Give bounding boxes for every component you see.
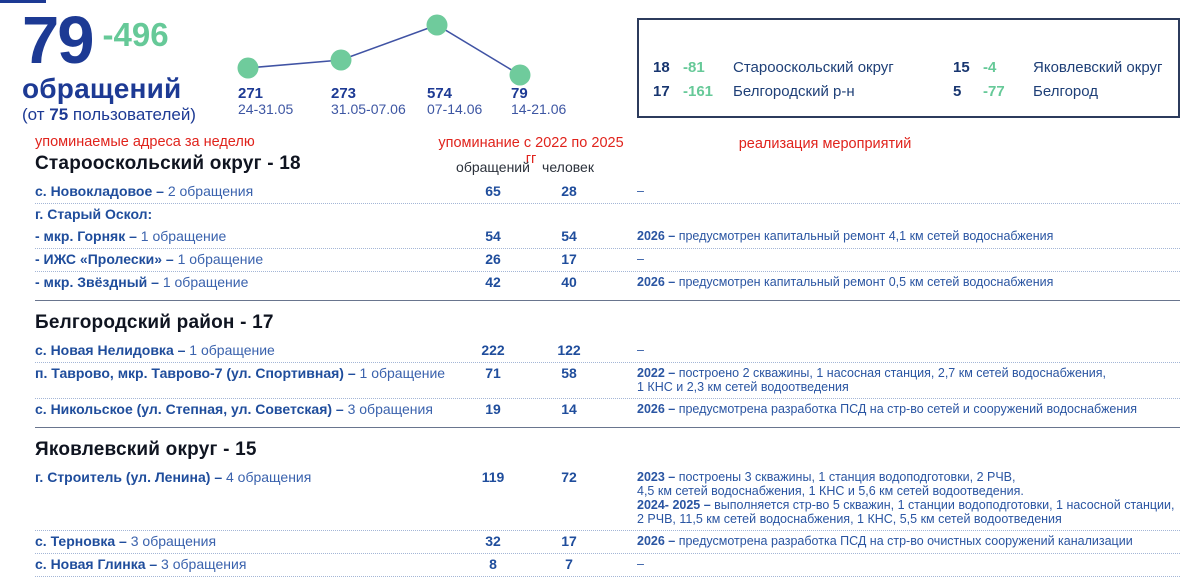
- table-row: г. Строитель (ул. Ленина) – 4 обращения …: [35, 467, 1180, 531]
- table-body: Старооскольский округ - 18 с. Новокладов…: [0, 152, 1184, 579]
- chart-line: [247, 24, 521, 76]
- column-header-measures: реализация мероприятий: [738, 136, 912, 152]
- legend-item: 5 -77 Белгород: [953, 83, 1168, 100]
- table-row: п. Таврово, мкр. Таврово-7 (ул. Спортивн…: [35, 363, 1180, 399]
- table-row-group: г. Старый Оскол:: [35, 206, 153, 222]
- table-row: с. Никольское (ул. Степная, ул. Советска…: [35, 401, 1138, 417]
- chart-point-3: [426, 14, 448, 36]
- kpi-value: 79: [22, 3, 95, 78]
- chart-value-4: 79: [511, 85, 528, 102]
- chart-date-2: 31.05-07.06: [331, 101, 406, 117]
- column-header-mentions: упоминание с 2022 по 2025 гг: [438, 135, 624, 167]
- table-row: с. Новая Глинка – 3 обращения 8 7 –: [35, 554, 1180, 577]
- chart-point-1: [237, 57, 259, 79]
- table-header: упоминаемые адреса за неделю упоминание …: [0, 132, 1184, 175]
- legend-item: 15 -4 Яковлевский округ: [953, 59, 1168, 76]
- district-name: Белгород: [1033, 83, 1099, 100]
- column-header-addresses: упоминаемые адреса за неделю: [35, 134, 255, 150]
- chart-date-1: 24-31.05: [238, 101, 293, 117]
- section-title: Белгородский район - 17: [35, 312, 274, 333]
- district-count: 18: [653, 59, 670, 76]
- chart-value-3: 574: [427, 85, 453, 102]
- kpi-sub-label: (от 75 пользователей): [22, 105, 196, 124]
- district-delta: -81: [683, 59, 705, 76]
- table-row: с. Новокладовое – 2 обращения 65 28 –: [35, 181, 1180, 204]
- table-row: - мкр. Звёздный – 1 обращение 42 40 2026…: [35, 274, 1054, 290]
- chart-date-4: 14-21.06: [511, 101, 566, 117]
- weekly-appeals-line-chart: 271 24-31.05 273 31.05-07.06 574 07-14.0…: [237, 14, 566, 117]
- chart-value-2: 273: [331, 85, 356, 102]
- chart-point-2: [330, 49, 352, 71]
- district-count: 17: [653, 83, 670, 100]
- corner-accent-strip: [0, 0, 46, 3]
- kpi-label: обращений: [22, 73, 182, 104]
- table-row: с. Новая Нелидовка – 1 обращение 222 122…: [35, 340, 1180, 363]
- section-yakovlevsky: Яковлевский округ - 15 г. Строитель (ул.…: [35, 428, 1180, 579]
- districts-summary-box: 18 -81 Старооскольский округ 15 -4 Яковл…: [637, 18, 1180, 118]
- table-row: - мкр. Горняк – 1 обращение 54 54 2026 –…: [35, 226, 1180, 249]
- legend-item: 18 -81 Старооскольский округ: [653, 59, 953, 76]
- district-count: 5: [953, 83, 962, 100]
- table-row: - ИЖС «Пролески» – 1 обращение 26 17 –: [35, 249, 1180, 272]
- column-subheader-people: человек: [542, 159, 594, 175]
- section-belgorodsky: Белгородский район - 17 с. Новая Нелидов…: [35, 301, 1180, 428]
- district-delta: -77: [983, 83, 1005, 100]
- chart-date-3: 07-14.06: [427, 101, 482, 117]
- chart-point-4: [509, 64, 531, 86]
- district-delta: -4: [983, 59, 997, 76]
- kpi-delta: -496: [102, 16, 169, 53]
- district-name: Белгородский р-н: [733, 83, 855, 100]
- district-count: 15: [953, 59, 970, 76]
- section-title: Яковлевский округ - 15: [35, 439, 257, 460]
- district-name: Яковлевский округ: [1033, 59, 1163, 76]
- kpi-block: 79 -496 обращений (от 75 пользователей): [22, 3, 232, 125]
- legend-item: 17 -161 Белгородский р-н: [653, 83, 953, 100]
- district-name: Старооскольский округ: [733, 59, 894, 76]
- section-title: Старооскольский округ - 18: [35, 153, 301, 174]
- table-row: с. Терновка – 3 обращения 32 17 2026 – п…: [35, 531, 1180, 554]
- district-delta: -161: [683, 83, 714, 100]
- section-starooskolsky: Старооскольский округ - 18 с. Новокладов…: [35, 152, 1180, 301]
- column-subheader-appeals: обращений: [456, 159, 530, 175]
- chart-value-1: 271: [238, 85, 263, 102]
